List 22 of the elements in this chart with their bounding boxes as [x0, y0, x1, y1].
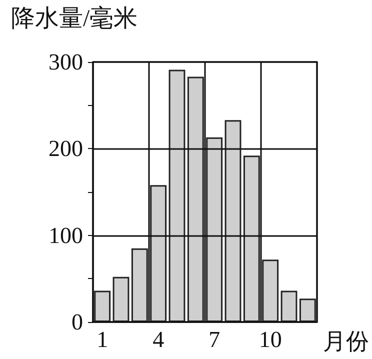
bar: [168, 70, 186, 322]
bar: [131, 248, 148, 322]
y-axis-title: 降水量/毫米: [11, 5, 138, 32]
x-tick-label: 1: [96, 327, 108, 352]
x-tick-label: 7: [208, 327, 220, 352]
y-tick-label: 300: [48, 50, 83, 74]
bar: [280, 290, 298, 322]
y-tick-label: 200: [48, 136, 83, 162]
y-tick-label: 100: [48, 222, 83, 248]
bar: [299, 298, 316, 322]
bar: [243, 156, 260, 322]
x-tick-label: 10: [258, 327, 282, 352]
bar: [206, 137, 223, 322]
bar: [150, 185, 167, 322]
bar: [224, 120, 242, 322]
y-tick-label: 0: [72, 310, 83, 334]
bar: [262, 260, 279, 322]
bar: [187, 76, 204, 322]
bar: [94, 290, 111, 322]
x-axis-title: 月份: [323, 329, 369, 354]
bar: [112, 276, 130, 322]
x-tick-label: 4: [152, 327, 165, 352]
